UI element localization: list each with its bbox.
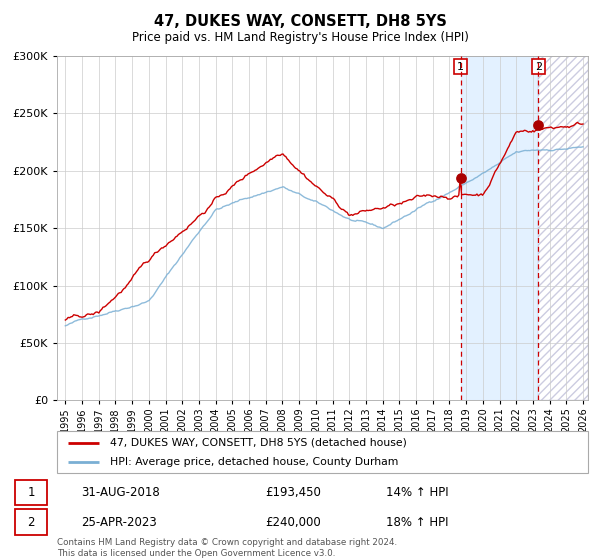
Text: 31-AUG-2018: 31-AUG-2018 [81,486,160,499]
Text: 2: 2 [27,516,35,529]
Text: 25-APR-2023: 25-APR-2023 [81,516,157,529]
Text: 1: 1 [27,486,35,499]
Text: £193,450: £193,450 [265,486,322,499]
Text: 47, DUKES WAY, CONSETT, DH8 5YS (detached house): 47, DUKES WAY, CONSETT, DH8 5YS (detache… [110,437,407,447]
Text: £240,000: £240,000 [265,516,321,529]
Text: 47, DUKES WAY, CONSETT, DH8 5YS: 47, DUKES WAY, CONSETT, DH8 5YS [154,14,446,29]
Point [456,174,466,183]
Bar [461,56,538,400]
FancyBboxPatch shape [15,479,47,506]
FancyBboxPatch shape [15,509,47,535]
FancyBboxPatch shape [57,431,588,473]
Text: 2: 2 [535,62,542,72]
Text: 14% ↑ HPI: 14% ↑ HPI [386,486,449,499]
Text: Price paid vs. HM Land Registry's House Price Index (HPI): Price paid vs. HM Land Registry's House … [131,31,469,44]
Text: Contains HM Land Registry data © Crown copyright and database right 2024.
This d: Contains HM Land Registry data © Crown c… [57,538,397,558]
Bar [538,56,588,400]
Text: HPI: Average price, detached house, County Durham: HPI: Average price, detached house, Coun… [110,457,398,467]
Point [533,120,543,129]
Text: 18% ↑ HPI: 18% ↑ HPI [386,516,449,529]
Text: 1: 1 [457,62,464,72]
